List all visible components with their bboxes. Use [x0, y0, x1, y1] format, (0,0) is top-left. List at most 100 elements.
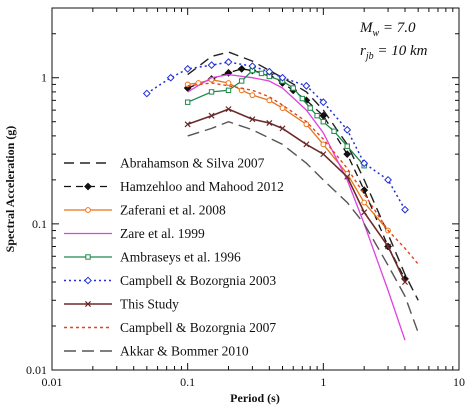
series-6 [184, 106, 409, 286]
data-point-marker [224, 58, 233, 66]
data-point-marker [360, 159, 369, 168]
legend-entry: Hamzehloo and Mahood 2012 [64, 179, 284, 194]
series-4 [184, 67, 367, 169]
legend-label: Abrahamson & Silva 2007 [120, 156, 265, 171]
legend-entry: Campbell & Bozorgnia 2003 [64, 273, 276, 288]
data-point-marker [343, 125, 352, 134]
legend: Abrahamson & Silva 2007 Hamzehloo and Mah… [64, 156, 284, 359]
data-point-marker [225, 106, 232, 113]
data-point-marker [314, 112, 320, 119]
data-point-marker [225, 80, 232, 86]
data-point-marker [278, 73, 287, 82]
data-point-marker [84, 300, 92, 308]
data-point-marker [266, 119, 273, 127]
data-point-marker [303, 141, 310, 148]
data-point-marker [208, 89, 215, 95]
legend-entry: Campbell & Bozorgnia 2007 [64, 320, 276, 335]
svg-text:Mw = 7.0: Mw = 7.0 [359, 20, 416, 39]
annot-m-main: M [359, 20, 374, 36]
data-point-marker [183, 64, 192, 73]
svg-text:rjb = 10 km: rjb = 10 km [360, 43, 428, 62]
data-point-marker [265, 67, 274, 76]
legend-label: Zaferani et al. 2008 [120, 203, 226, 218]
data-point-marker [266, 97, 273, 104]
legend-entry: Ambraseys et al. 1996 [64, 250, 241, 265]
y-tick-label: 1 [41, 71, 47, 85]
legend-entry: Abrahamson & Silva 2007 [64, 156, 265, 171]
series-0 [187, 51, 419, 301]
plot-frame [51, 7, 460, 371]
data-point-marker [85, 254, 91, 260]
data-point-marker [319, 98, 328, 107]
data-point-marker [258, 70, 265, 77]
annot-r-main: r [360, 43, 366, 59]
data-point-marker [208, 112, 215, 119]
legend-label: Campbell & Bozorgnia 2007 [120, 320, 276, 335]
legend-entry: Akkar & Bommer 2010 [64, 344, 249, 359]
data-point-marker [302, 81, 311, 90]
data-point-marker [248, 62, 257, 71]
x-tick-label: 10 [453, 375, 465, 389]
x-tick-label: 0.1 [180, 375, 195, 389]
series-line [187, 120, 419, 333]
data-point-marker [249, 116, 256, 123]
data-point-marker [384, 175, 392, 184]
data-point-marker [184, 99, 191, 105]
data-point-marker [401, 278, 409, 286]
data-point-marker [361, 199, 368, 206]
data-point-marker [184, 121, 191, 128]
legend-label: This Study [120, 297, 179, 312]
data-point-marker [344, 143, 350, 149]
series-8 [187, 120, 419, 333]
legend-label: Campbell & Bozorgnia 2003 [120, 273, 276, 288]
series-7 [187, 82, 419, 265]
series-line [187, 73, 406, 341]
series-line [187, 82, 419, 265]
y-axis-title: Spectral Acceleration (g) [3, 126, 17, 253]
data-point-marker [237, 64, 246, 73]
data-point-marker [238, 78, 245, 84]
x-tick-label: 1 [320, 375, 326, 389]
data-point-marker [279, 125, 286, 132]
data-point-marker [85, 207, 91, 213]
data-point-marker [320, 141, 327, 148]
data-point-marker [320, 151, 327, 158]
annot-r-sub: jb [364, 51, 374, 62]
y-tick-label: 0.1 [32, 217, 47, 231]
annot-m-rest: = 7.0 [379, 20, 416, 36]
legend-label: Ambraseys et al. 1996 [120, 250, 241, 265]
data-point-marker [290, 85, 296, 91]
series-lines [142, 51, 419, 341]
magnitude-annotation: Mw = 7.0 rjb = 10 km [359, 20, 428, 62]
data-point-marker [279, 105, 286, 111]
data-point-marker [385, 243, 392, 250]
data-point-marker [344, 173, 351, 180]
series-line [187, 69, 365, 167]
tick-marks [51, 7, 459, 371]
x-tick-label: 0.01 [42, 375, 63, 389]
data-point-marker [84, 276, 92, 285]
x-axis-title: Period (s) [230, 391, 280, 405]
series-line [187, 51, 419, 301]
data-point-marker [401, 205, 409, 214]
annot-r-rest: = 10 km [374, 43, 428, 59]
legend-entry: Zare et al. 1999 [64, 226, 205, 241]
legend-entry: This Study [64, 297, 179, 312]
data-point-marker [84, 182, 92, 191]
data-point-marker [249, 92, 256, 99]
annot-m-sub: w [373, 28, 380, 39]
legend-entry: Zaferani et al. 2008 [64, 203, 226, 218]
data-point-marker [319, 111, 328, 120]
series-line [187, 68, 406, 280]
legend-label: Hamzehloo and Mahood 2012 [120, 179, 284, 194]
data-point-marker [299, 95, 306, 102]
series-line [146, 61, 406, 211]
legend-label: Zare et al. 1999 [120, 226, 205, 241]
series-5 [142, 58, 409, 214]
data-point-marker [207, 61, 216, 70]
data-point-marker [166, 73, 175, 82]
data-point-marker [343, 150, 352, 159]
data-point-marker [225, 87, 232, 94]
data-point-marker [331, 128, 337, 134]
